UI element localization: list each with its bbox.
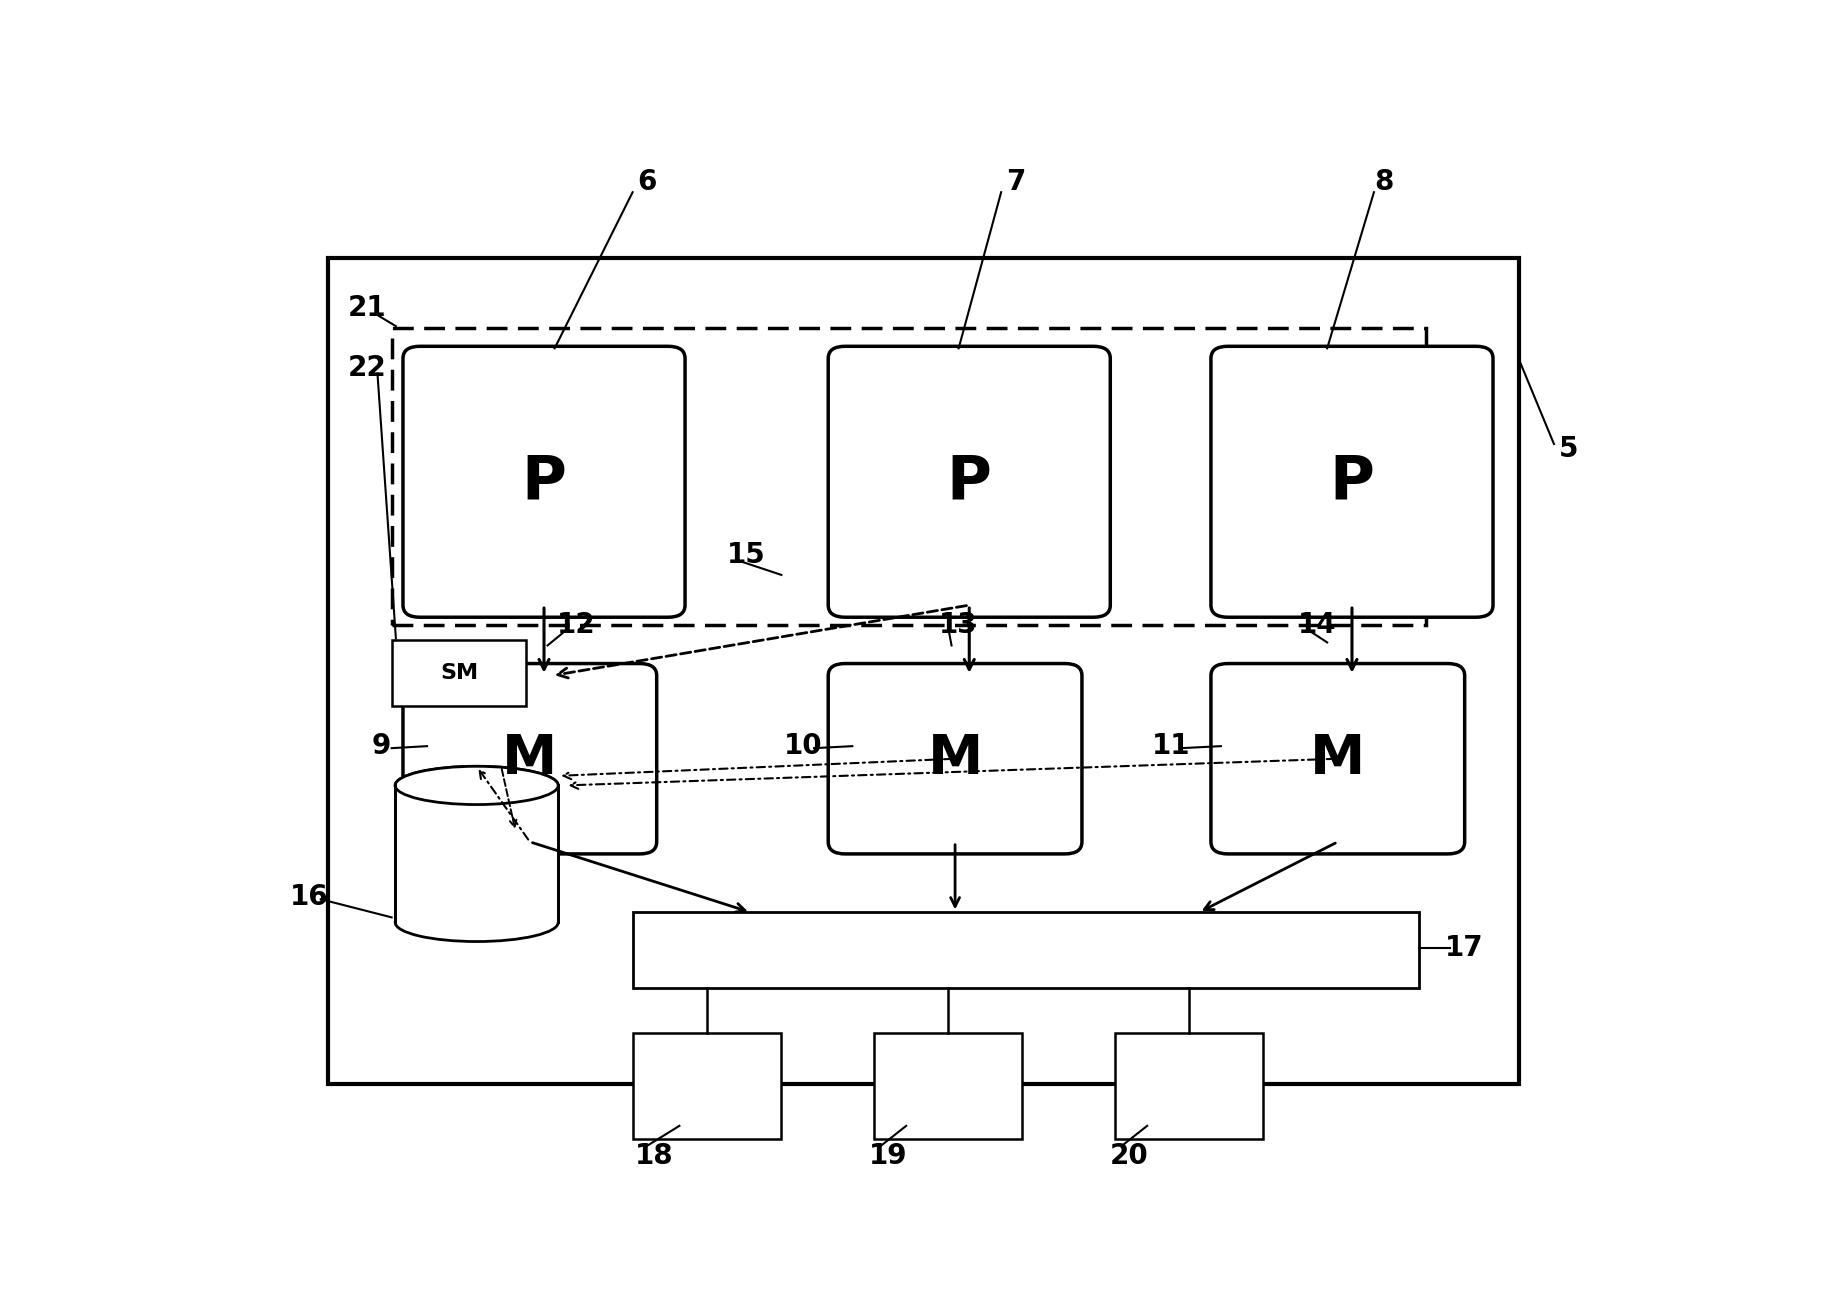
Text: P: P [1330,453,1374,511]
Bar [327,258,1518,1083]
Text: 14: 14 [1299,611,1337,640]
FancyBboxPatch shape [1211,663,1465,854]
Text: P: P [947,453,991,511]
Text: 9: 9 [371,732,391,760]
Bar [874,1033,1022,1139]
Text: M: M [927,731,982,786]
Bar [633,913,1419,988]
Text: 8: 8 [1374,169,1394,196]
Bar [395,785,558,922]
Bar [633,1033,781,1139]
Text: 13: 13 [940,611,979,640]
Text: 6: 6 [636,169,657,196]
Text: 15: 15 [726,540,765,569]
Text: 19: 19 [869,1142,907,1171]
FancyBboxPatch shape [402,347,686,617]
FancyBboxPatch shape [402,663,657,854]
Text: SM: SM [441,663,477,683]
Text: 10: 10 [783,732,821,760]
Text: 11: 11 [1152,732,1191,760]
Bar [1114,1033,1264,1139]
Text: M: M [1310,731,1366,786]
Text: 17: 17 [1445,934,1483,961]
Ellipse shape [395,904,558,942]
Bar [391,641,527,706]
FancyBboxPatch shape [829,347,1110,617]
Text: 16: 16 [291,883,329,912]
Bar [391,328,1427,625]
FancyBboxPatch shape [1211,347,1492,617]
Text: 22: 22 [348,354,388,382]
Text: 21: 21 [348,294,388,322]
Ellipse shape [395,766,558,804]
Text: 20: 20 [1110,1142,1149,1171]
FancyBboxPatch shape [829,663,1083,854]
Text: 18: 18 [635,1142,673,1171]
Text: P: P [521,453,567,511]
Text: 7: 7 [1006,169,1024,196]
Text: M: M [503,731,558,786]
Ellipse shape [395,766,558,804]
Text: 12: 12 [556,611,594,640]
Text: 5: 5 [1558,436,1578,463]
